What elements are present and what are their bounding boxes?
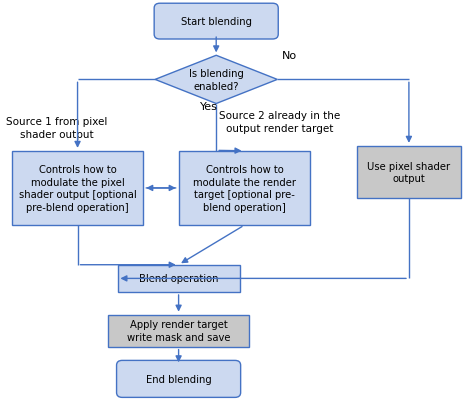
Text: Is blending
enabled?: Is blending enabled? xyxy=(189,69,243,91)
Text: Blend operation: Blend operation xyxy=(139,274,219,284)
Bar xyxy=(108,315,249,347)
Bar xyxy=(357,146,461,198)
Bar xyxy=(179,151,310,225)
Text: Apply render target
write mask and save: Apply render target write mask and save xyxy=(127,320,230,342)
Polygon shape xyxy=(155,56,277,104)
Bar xyxy=(118,265,240,292)
Text: Controls how to
modulate the render
target [optional pre-
blend operation]: Controls how to modulate the render targ… xyxy=(193,165,296,212)
Text: Yes: Yes xyxy=(200,101,218,111)
Bar xyxy=(12,151,143,225)
FancyBboxPatch shape xyxy=(117,360,241,397)
Text: Source 2 already in the
output render target: Source 2 already in the output render ta… xyxy=(219,111,340,134)
Text: Source 1 from pixel
shader output: Source 1 from pixel shader output xyxy=(6,117,107,140)
Text: Controls how to
modulate the pixel
shader output [optional
pre-blend operation]: Controls how to modulate the pixel shade… xyxy=(19,165,136,212)
Text: Use pixel shader
output: Use pixel shader output xyxy=(368,161,450,184)
Text: No: No xyxy=(282,51,297,61)
Text: End blending: End blending xyxy=(146,374,212,384)
Text: Start blending: Start blending xyxy=(180,17,252,27)
FancyBboxPatch shape xyxy=(154,4,278,40)
